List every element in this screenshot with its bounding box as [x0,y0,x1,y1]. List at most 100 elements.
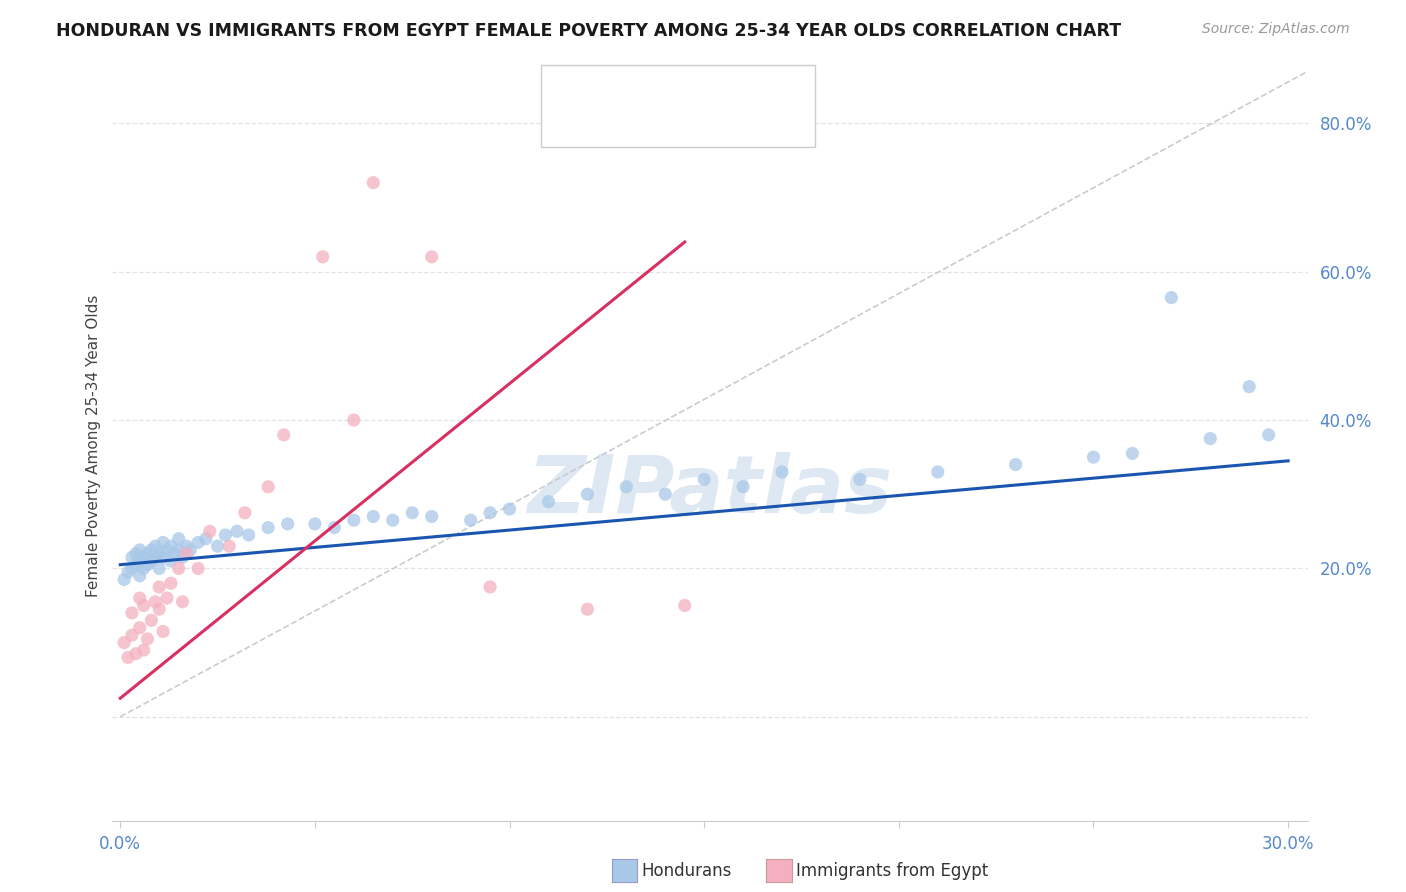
Point [160,539,183,553]
Point [172,595,194,609]
Point [420,509,443,524]
Point [125,547,148,561]
Point [460,513,482,527]
Point [172,550,194,565]
Point [257,480,280,494]
Text: N =: N = [683,85,720,103]
Point [343,413,366,427]
Text: 0.314: 0.314 [634,85,686,103]
Text: 64: 64 [718,85,741,103]
Point [121,628,143,642]
Point [143,550,166,565]
Point [1257,428,1279,442]
Point [214,528,236,542]
Point [132,643,155,657]
Point [121,550,143,565]
Point [148,580,170,594]
Point [576,487,599,501]
Point [112,573,135,587]
Point [194,532,217,546]
Point [179,542,201,557]
Point [152,624,174,639]
Point [323,520,346,534]
Point [167,542,190,557]
Text: Source: ZipAtlas.com: Source: ZipAtlas.com [1202,22,1350,37]
Point [1237,379,1260,393]
Point [128,542,150,557]
Point [167,561,190,575]
Point [576,602,599,616]
Point [132,550,155,565]
Point [141,542,163,557]
Text: 0.665: 0.665 [634,123,686,142]
Point [187,535,209,549]
Point [132,599,155,613]
Point [148,547,170,561]
Point [207,539,229,553]
Point [770,465,793,479]
Point [498,502,520,516]
Point [1160,291,1182,305]
Point [927,465,949,479]
Point [136,558,159,572]
Point [121,606,143,620]
Text: R =: R = [596,123,633,142]
Point [479,580,502,594]
Point [156,542,179,557]
Point [128,621,150,635]
Text: Immigrants from Egypt: Immigrants from Egypt [796,862,988,880]
Text: ZIPatlas: ZIPatlas [527,452,893,530]
Point [1199,432,1222,446]
Point [1083,450,1105,464]
Point [233,506,256,520]
Point [160,576,183,591]
Point [143,539,166,553]
Point [152,550,174,565]
Point [654,487,676,501]
Point [198,524,221,539]
Point [218,539,240,553]
Point [148,602,170,616]
Point [238,528,260,542]
Point [121,561,143,575]
Point [125,558,148,572]
Point [156,591,179,605]
Point [733,480,755,494]
Point [849,472,872,486]
Point [363,176,385,190]
Point [163,547,186,561]
Point [312,250,335,264]
Point [117,565,139,579]
Point [125,647,148,661]
Point [1004,458,1026,472]
Point [273,428,295,442]
Text: N =: N = [683,123,720,142]
Point [537,494,560,508]
Point [277,516,299,531]
Point [304,516,326,531]
Point [128,554,150,568]
Y-axis label: Female Poverty Among 25-34 Year Olds: Female Poverty Among 25-34 Year Olds [86,295,101,597]
Point [479,506,502,520]
Point [128,591,150,605]
Text: 33: 33 [718,123,742,142]
Point [401,506,423,520]
Point [257,520,280,534]
Point [693,472,716,486]
Point [132,561,155,575]
Point [187,561,209,575]
Text: R =: R = [596,85,633,103]
Point [141,613,163,627]
Point [343,513,366,527]
Point [128,569,150,583]
Point [136,632,159,646]
Point [363,509,385,524]
Point [226,524,249,539]
Point [141,554,163,568]
Point [1121,446,1143,460]
Point [673,599,696,613]
Point [176,539,198,553]
Point [614,480,637,494]
Point [152,535,174,549]
Point [143,595,166,609]
